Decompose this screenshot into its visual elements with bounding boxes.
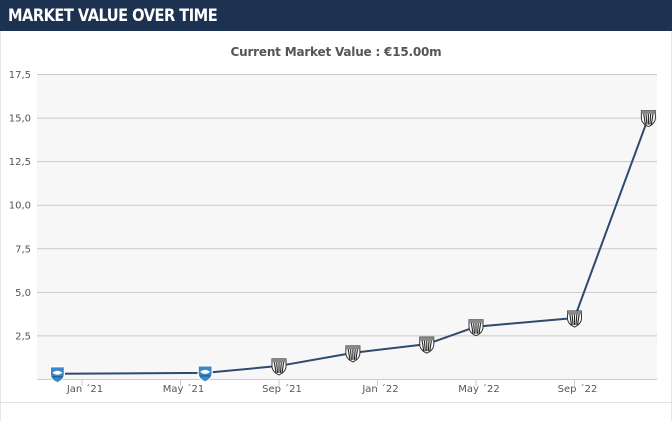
striped-club-badge-marker xyxy=(640,110,656,128)
y-tick-label: 5,0 xyxy=(15,288,31,299)
striped-club-badge-marker xyxy=(345,345,361,363)
badge-emblem xyxy=(200,369,211,374)
striped-club-badge-marker xyxy=(567,310,582,328)
y-tick-label: 10,0 xyxy=(9,201,31,212)
chart-title: Current Market Value : €15.00m xyxy=(230,45,442,59)
blue-club-badge-marker xyxy=(197,365,213,383)
badge-emblem xyxy=(52,370,63,375)
x-tick-label: May ´22 xyxy=(458,383,500,395)
badge-top-band xyxy=(641,110,656,115)
y-tick-label: 2,5 xyxy=(15,331,31,342)
x-tick-label: Jan ´22 xyxy=(361,383,398,395)
striped-club-badge-marker xyxy=(419,336,435,354)
header-title: MARKET VALUE OVER TIME xyxy=(8,6,218,26)
x-tick-label: Sep ´22 xyxy=(558,383,598,395)
series-line xyxy=(57,117,650,375)
badge-top-band xyxy=(469,319,483,324)
footer-divider xyxy=(0,402,672,403)
badge-top-band xyxy=(272,358,286,363)
plot-area xyxy=(37,74,657,379)
badge-top-band xyxy=(567,311,582,315)
badge-top-band xyxy=(419,337,434,341)
y-tick-label: 17,5 xyxy=(9,70,31,81)
y-tick-label: 7,5 xyxy=(15,244,31,255)
y-tick-label: 12,5 xyxy=(9,157,31,168)
x-tick-label: Sep ´21 xyxy=(262,383,302,395)
chart-header: MARKET VALUE OVER TIME xyxy=(0,0,672,31)
blue-club-badge-marker xyxy=(49,366,65,384)
y-tick-label: 15,0 xyxy=(9,114,31,125)
x-tick-label: May ´21 xyxy=(163,383,205,395)
striped-club-badge-marker xyxy=(468,319,484,337)
striped-club-badge-marker xyxy=(271,358,287,376)
x-tick-label: Jan ´21 xyxy=(66,383,103,395)
badge-top-band xyxy=(345,345,360,350)
